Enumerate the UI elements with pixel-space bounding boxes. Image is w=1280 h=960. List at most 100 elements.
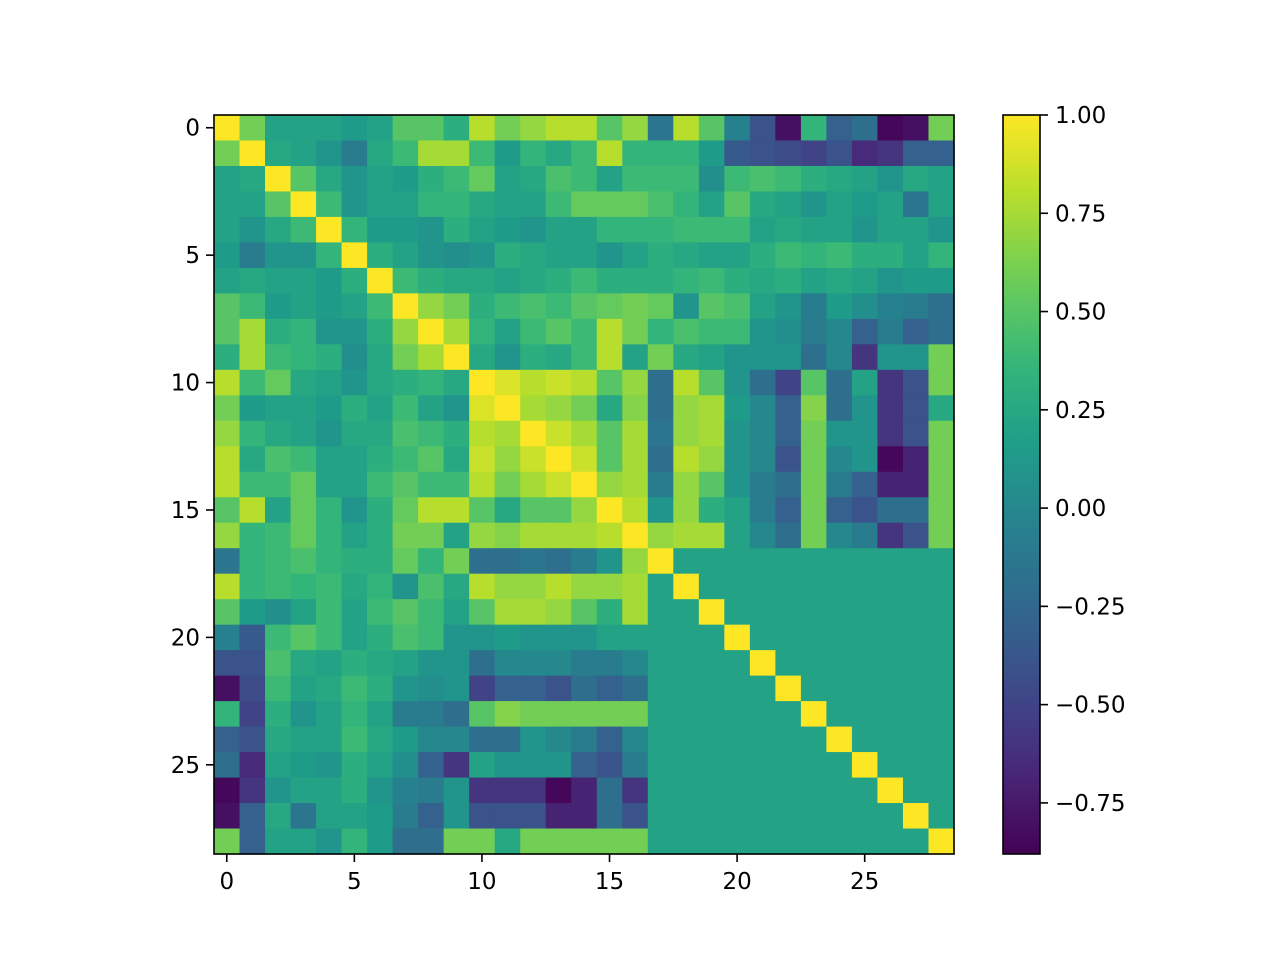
heatmap-cell <box>290 471 317 498</box>
heatmap-cell <box>392 446 419 473</box>
heatmap-cell <box>749 650 776 677</box>
heatmap-cell <box>214 318 241 345</box>
heatmap-cell <box>265 369 292 396</box>
heatmap-cell <box>928 318 955 345</box>
heatmap-cell <box>316 165 343 193</box>
colorbar-tick-label: 0.50 <box>1055 300 1106 326</box>
heatmap-cell <box>265 420 292 447</box>
heatmap-cell <box>290 446 317 473</box>
heatmap-cell <box>494 344 521 371</box>
heatmap-cell <box>341 115 368 142</box>
heatmap-cell <box>698 828 725 855</box>
heatmap-cell <box>520 650 547 677</box>
heatmap-cell <box>392 293 419 320</box>
heatmap-cell <box>571 446 598 473</box>
heatmap-cell <box>571 624 598 651</box>
heatmap-cell <box>290 140 317 167</box>
heatmap-cell <box>877 446 904 473</box>
heatmap-cell <box>928 267 955 294</box>
heatmap-cell <box>367 828 394 855</box>
heatmap-cell <box>851 803 879 830</box>
heatmap-cell <box>902 191 930 218</box>
heatmap-cell <box>392 140 419 167</box>
heatmap-cell <box>239 216 266 244</box>
heatmap-cell <box>928 650 955 677</box>
heatmap-cell <box>902 624 930 651</box>
heatmap-cell <box>596 650 623 677</box>
heatmap-cell <box>494 471 521 498</box>
heatmap-cell <box>851 777 879 804</box>
heatmap-cell <box>749 267 776 294</box>
heatmap-cell <box>341 548 368 575</box>
heatmap-cell <box>316 115 343 142</box>
heatmap-cell <box>418 803 445 830</box>
heatmap-cell <box>443 293 470 320</box>
heatmap-cell <box>341 471 368 498</box>
heatmap-cell <box>622 777 649 804</box>
heatmap-cell <box>469 242 496 269</box>
heatmap-cell <box>851 471 879 498</box>
heatmap-cell <box>800 165 828 193</box>
heatmap-cell <box>826 293 853 320</box>
heatmap-cell <box>520 420 547 447</box>
heatmap-cell <box>239 624 266 651</box>
heatmap-cell <box>545 471 572 498</box>
heatmap-cell <box>265 140 292 167</box>
heatmap-cell <box>520 165 547 193</box>
heatmap-cell <box>367 115 394 142</box>
heatmap-cell <box>214 777 241 804</box>
heatmap-cell <box>749 165 776 193</box>
heatmap-cell <box>341 752 368 779</box>
heatmap-cell <box>545 573 572 600</box>
heatmap-cell <box>571 344 598 371</box>
heatmap-cell <box>571 828 598 855</box>
heatmap-cell <box>341 395 368 422</box>
heatmap-cell <box>341 828 368 855</box>
heatmap-cell <box>239 599 266 626</box>
heatmap-cell <box>239 777 266 804</box>
heatmap-cell <box>571 650 598 677</box>
heatmap-cell <box>418 420 445 447</box>
heatmap-cell <box>443 165 470 193</box>
heatmap-cell <box>494 446 521 473</box>
heatmap-cell <box>418 446 445 473</box>
heatmap-cell <box>367 242 394 269</box>
heatmap-cell <box>749 293 776 320</box>
heatmap-cell <box>265 599 292 626</box>
heatmap-cell <box>265 115 292 142</box>
heatmap-cell <box>851 216 879 244</box>
heatmap-cell <box>800 115 828 142</box>
heatmap-cell <box>622 752 649 779</box>
heatmap-cell <box>749 420 776 447</box>
heatmap-cell <box>622 599 649 626</box>
y-axis: 0 5 10 15 20 25 <box>171 116 214 779</box>
y-tick-label: 5 <box>185 243 200 269</box>
heatmap-cell <box>316 216 343 244</box>
heatmap-cell <box>265 344 292 371</box>
heatmap-cell <box>877 752 904 779</box>
colorbar-tick-label: 0.00 <box>1055 496 1106 522</box>
heatmap-cell <box>520 777 547 804</box>
heatmap-cell <box>622 548 649 575</box>
heatmap-cell <box>902 573 930 600</box>
heatmap-cell <box>392 522 419 549</box>
heatmap-cell <box>316 599 343 626</box>
heatmap-cell <box>469 140 496 167</box>
heatmap-cell <box>902 165 930 193</box>
heatmap-cell <box>469 471 496 498</box>
colorbar <box>1003 115 1040 854</box>
heatmap-cell <box>367 497 394 524</box>
heatmap-cell <box>418 115 445 142</box>
heatmap-cell <box>214 803 241 830</box>
heatmap-cell <box>800 752 828 779</box>
heatmap-cell <box>698 624 725 651</box>
heatmap-cell <box>902 752 930 779</box>
heatmap-cell <box>826 344 853 371</box>
heatmap-cell <box>698 573 725 600</box>
heatmap-cell <box>239 548 266 575</box>
heatmap-cell <box>443 828 470 855</box>
heatmap-cell <box>494 165 521 193</box>
y-tick-label: 20 <box>171 625 200 651</box>
heatmap-cell <box>341 420 368 447</box>
heatmap-cell <box>265 777 292 804</box>
